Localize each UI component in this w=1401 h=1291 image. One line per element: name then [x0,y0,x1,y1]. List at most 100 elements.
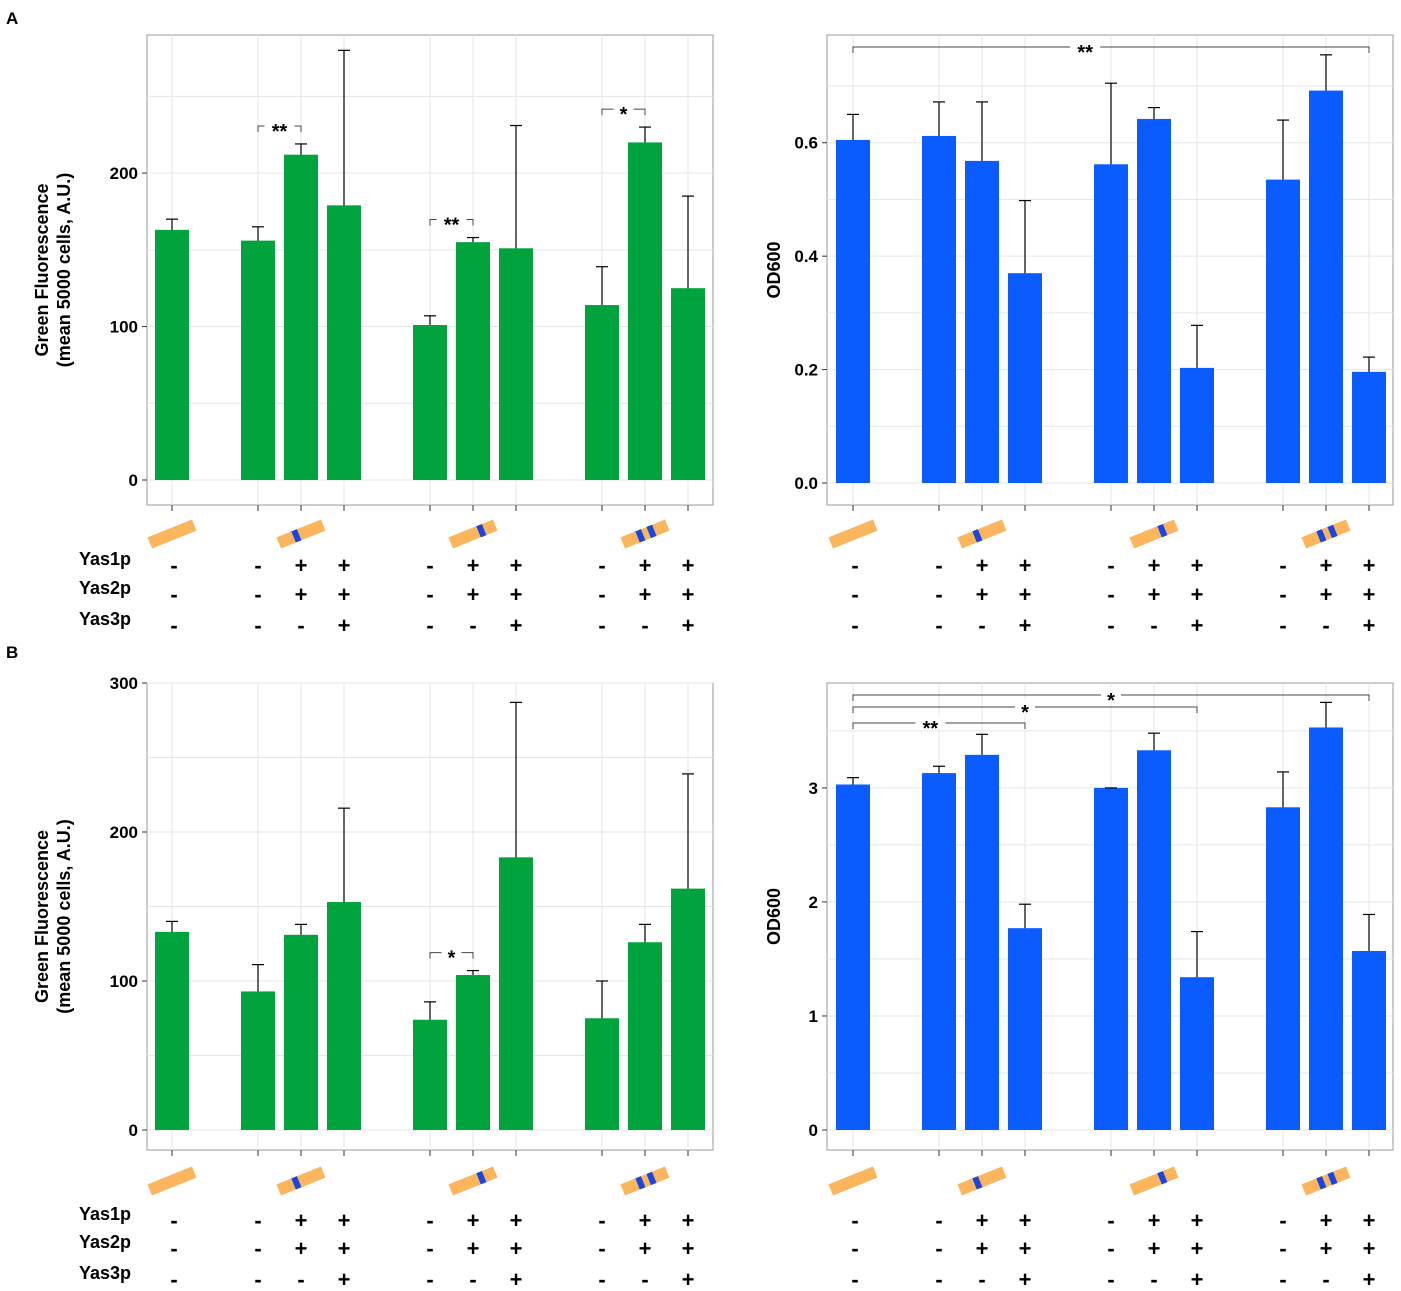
minus-sign: - [254,1236,261,1261]
plus-sign: + [1191,1236,1204,1261]
bar [499,857,533,1130]
plus-sign: + [976,1208,989,1233]
plus-sign: + [467,582,480,607]
minus-sign: - [851,1208,858,1233]
significance-label-bg [1101,687,1121,701]
bar [836,139,870,484]
plus-sign: + [682,1208,695,1233]
plus-sign: + [1191,1267,1204,1291]
bar [241,240,275,480]
minus-sign: - [254,613,261,638]
bar [1008,928,1042,1130]
minus-sign: - [598,613,605,638]
minus-sign: - [598,582,605,607]
plus-sign: + [1191,1208,1204,1233]
bar [284,934,318,1130]
bar [241,991,275,1130]
plasmid-body [828,519,878,549]
row-label-yas1p: Yas1p [79,1204,131,1224]
insert-block [972,1176,983,1190]
plus-sign: + [295,582,308,607]
row-label-yas3p: Yas3p [79,609,131,629]
minus-sign: - [935,1236,942,1261]
minus-sign: - [935,1208,942,1233]
plus-sign: + [338,582,351,607]
y-axis-label: Green Fluorescence [32,183,52,356]
minus-sign: - [1279,1208,1286,1233]
row-label-yas2p: Yas2p [79,1232,131,1252]
plus-sign: + [338,613,351,638]
minus-sign: - [254,1208,261,1233]
plus-sign: + [1320,553,1333,578]
plasmid-body [620,519,670,549]
minus-sign: - [598,1236,605,1261]
plasmid-one-insert-icon [1129,519,1179,549]
y-tick-label: 200 [110,823,138,842]
plasmid-one-insert-icon [448,1166,498,1196]
bar [1094,164,1128,483]
minus-sign: - [1107,1267,1114,1291]
minus-sign: - [170,1236,177,1261]
bar [1137,750,1171,1130]
bar [1180,977,1214,1130]
minus-sign: - [598,1267,605,1291]
significance-label-bg [436,211,467,226]
bar [1180,367,1214,483]
plus-sign: + [1363,1267,1376,1291]
plus-sign: + [1019,1236,1032,1261]
plus-sign: + [338,1208,351,1233]
bar [1352,950,1386,1130]
plus-sign: + [1148,1236,1161,1261]
bar [155,931,189,1130]
y-tick-label: 0.0 [794,474,818,493]
plus-sign: + [639,1208,652,1233]
insert-block [476,523,487,538]
plus-sign: + [338,1267,351,1291]
plus-sign: + [338,553,351,578]
insert-block [972,529,983,543]
minus-sign: - [851,613,858,638]
bar [585,1018,619,1130]
y-tick-label: 0 [809,1121,818,1140]
minus-sign: - [426,1267,433,1291]
plus-sign: + [1019,553,1032,578]
plasmid-one-insert-icon [957,519,1007,549]
insert-block [291,1176,302,1190]
plasmid-body [1129,1166,1179,1196]
plus-sign: + [510,613,523,638]
plasmid-two-insert-icon [620,519,670,549]
bar [456,242,490,480]
plasmid-two-insert-icon [1301,1166,1351,1196]
plus-sign: + [1148,582,1161,607]
plus-sign: + [1363,1236,1376,1261]
bar [922,773,956,1130]
plasmid-body [448,519,498,549]
row-label-yas2p: Yas2p [79,578,131,598]
minus-sign: - [935,582,942,607]
bar [1352,371,1386,483]
panel-label-b: B [6,643,18,662]
y-tick-label: 0 [129,1121,138,1140]
plus-sign: + [976,582,989,607]
minus-sign: - [170,613,177,638]
chart-B-left: 0 100 200 300 Green Fluorescence (mean 5000 c… [32,674,714,1291]
y-tick-label: 0.2 [794,361,818,380]
minus-sign: - [1150,1267,1157,1291]
bar [155,229,189,480]
plasmid-two-insert-icon [620,1166,670,1196]
minus-sign: - [469,613,476,638]
minus-sign: - [851,553,858,578]
minus-sign: - [598,1208,605,1233]
bar [1266,807,1300,1130]
plus-sign: + [1019,613,1032,638]
plasmid-body [957,519,1007,549]
chart-A-left: 0 100 200 Green Fluorescence (mean 5000 cell… [32,34,714,638]
minus-sign: - [426,553,433,578]
plasmid-body [1301,1166,1351,1196]
bar [1137,118,1171,484]
plasmid-body [147,1166,197,1196]
plasmid-body [276,1166,326,1196]
bar [1008,273,1042,483]
significance-label-bg [613,101,634,116]
